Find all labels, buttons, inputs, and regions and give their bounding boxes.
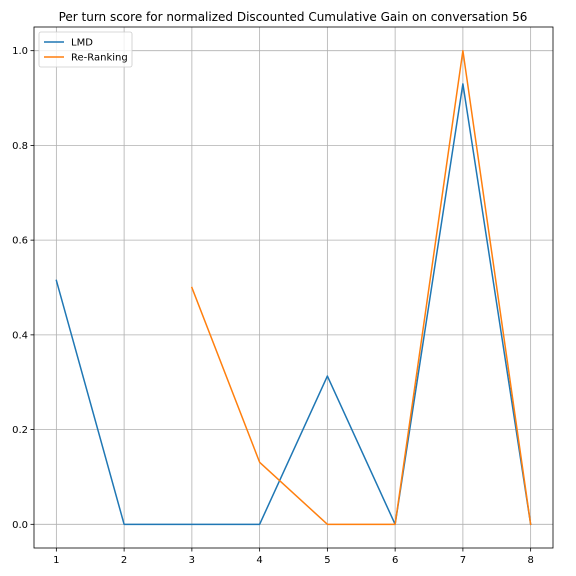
- grid: [34, 27, 553, 548]
- legend-label-re-ranking: Re-Ranking: [71, 53, 128, 64]
- x-tick-label: 7: [460, 555, 466, 566]
- x-tick-label: 8: [527, 555, 533, 566]
- x-tick-label: 4: [256, 555, 262, 566]
- chart-title: Per turn score for normalized Discounted…: [59, 10, 528, 24]
- x-tick-label: 1: [53, 555, 59, 566]
- y-tick-label: 0.6: [12, 236, 28, 247]
- y-tick-label: 1.0: [12, 46, 28, 57]
- y-axis: 0.0 0.2 0.4 0.6 0.8 1.0: [12, 46, 34, 531]
- plot-frame: [33, 26, 554, 549]
- x-tick-label: 3: [189, 555, 195, 566]
- y-tick-label: 0.8: [12, 141, 28, 152]
- x-tick-label: 6: [392, 555, 398, 566]
- legend: LMD Re-Ranking: [38, 31, 133, 68]
- x-axis: 1 2 3 4 5 6 7 8: [53, 548, 534, 566]
- legend-box: [38, 31, 133, 68]
- x-tick-label: 2: [121, 555, 127, 566]
- y-tick-label: 0.2: [12, 425, 28, 436]
- x-tick-label: 5: [324, 555, 330, 566]
- legend-label-lmd: LMD: [71, 38, 93, 49]
- series-line-re-ranking: [190, 49, 532, 526]
- series-layer: [55, 49, 532, 526]
- y-tick-label: 0.0: [12, 520, 28, 531]
- y-tick-label: 0.4: [12, 330, 28, 341]
- series-line-lmd: [55, 83, 532, 526]
